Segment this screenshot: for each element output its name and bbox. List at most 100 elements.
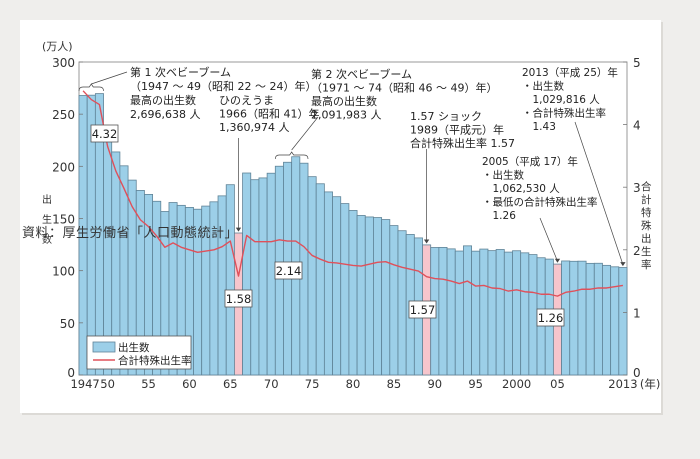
bar-1995 — [471, 250, 481, 376]
bar-1969 — [258, 177, 268, 376]
svg-text:2005（平成 17）年: 2005（平成 17）年 — [482, 155, 578, 168]
x-tick-label: 80 — [346, 377, 361, 391]
right-axis-title: 生 — [641, 245, 652, 258]
svg-text:・合計特殊出生率: ・合計特殊出生率 — [522, 107, 606, 120]
annotation-y2005: 2005（平成 17）年・出生数 1,062,530 人・最低の合計特殊出生率 … — [482, 155, 598, 222]
x-tick-label: 65 — [223, 377, 238, 391]
left-tick-label: 300 — [52, 56, 75, 70]
bar-2001 — [520, 252, 530, 376]
line-series-tfr — [82, 90, 624, 297]
x-tick-label: 60 — [182, 377, 197, 391]
bar-1993 — [454, 250, 464, 376]
value-label-1949: 4.32 — [90, 124, 119, 143]
svg-text:1.57: 1.57 — [410, 303, 436, 317]
x-tick-label: 1947 — [70, 377, 99, 391]
x-tick-label: 75 — [305, 377, 320, 391]
right-tick-label: 2 — [633, 244, 641, 258]
svg-text:2,696,638 人: 2,696,638 人 — [130, 108, 200, 121]
left-tick-label: 0 — [67, 366, 75, 380]
right-tick-label: 1 — [633, 306, 641, 320]
svg-text:1,360,974 人: 1,360,974 人 — [219, 121, 289, 134]
svg-text:最高の出生数: 最高の出生数 — [130, 93, 196, 107]
x-tick-label: 55 — [141, 377, 156, 391]
svg-text:・最低の合計特殊出生率: ・最低の合計特殊出生率 — [482, 196, 598, 209]
bar-2012 — [610, 266, 620, 376]
svg-text:2.14: 2.14 — [276, 264, 302, 278]
svg-text:2013（平成 25）年: 2013（平成 25）年 — [522, 66, 618, 79]
x-tick-label: 50 — [100, 377, 115, 391]
annotation-y2013: 2013（平成 25）年・出生数 1,029,816 人・合計特殊出生率 1.4… — [522, 66, 618, 133]
x-tick-label: 85 — [387, 377, 402, 391]
svg-text:（1947 ～ 49（昭和 22 ～ 24）年）: （1947 ～ 49（昭和 22 ～ 24）年） — [130, 79, 316, 93]
bar-1980 — [348, 210, 358, 376]
right-axis-title: 殊 — [641, 219, 652, 232]
right-axis-title: 率 — [641, 258, 652, 271]
svg-text:1989（平成元）年: 1989（平成元）年 — [410, 123, 504, 137]
bar-1985 — [389, 225, 399, 376]
x-axis-unit: (年) — [640, 377, 660, 391]
bar-1979 — [340, 203, 350, 376]
left-tick-label: 50 — [60, 317, 75, 331]
bar-2007 — [569, 260, 579, 376]
svg-text:第 2 次ベビーブーム: 第 2 次ベビーブーム — [311, 67, 412, 81]
bar-2011 — [602, 264, 612, 376]
left-axis-title: 生 — [42, 213, 52, 226]
bar-2000 — [512, 250, 522, 376]
left-axis: 0 50 100 150 200 250 300 (万人) 出生数 — [42, 40, 83, 380]
bar-2009 — [585, 262, 595, 376]
annotation-boom1: 第 1 次ベビーブーム（1947 ～ 49（昭和 22 ～ 24）年）最高の出生… — [130, 65, 316, 121]
value-label-1966: 1.58 — [224, 289, 253, 308]
legend-label-births: 出生数 — [118, 341, 150, 354]
svg-text:1.26: 1.26 — [538, 311, 564, 325]
bar-1978 — [332, 196, 342, 376]
svg-text:1.58: 1.58 — [226, 292, 252, 306]
bar-2013 — [618, 267, 628, 376]
right-axis-title: 出 — [641, 232, 652, 245]
svg-text:1,062,530 人: 1,062,530 人 — [482, 183, 560, 195]
svg-text:1.43: 1.43 — [522, 121, 556, 133]
left-axis-title: 数 — [42, 233, 52, 246]
bar-1968 — [250, 179, 260, 376]
bar-1996 — [479, 248, 489, 376]
left-tick-label: 150 — [52, 213, 75, 227]
right-tick-label: 4 — [633, 119, 641, 133]
annotation-leaders — [78, 71, 626, 267]
svg-text:1.26: 1.26 — [482, 210, 516, 222]
x-tick-label: 90 — [427, 377, 442, 391]
annotation-boom2: 第 2 次ベビーブーム（1971 ～ 74（昭和 46 ～ 49）年）最高の出生… — [311, 67, 497, 122]
x-tick-label: 95 — [468, 377, 483, 391]
right-tick-label: 0 — [633, 366, 641, 380]
svg-text:1.57 ショック: 1.57 ショック — [410, 110, 482, 123]
right-tick-label: 5 — [633, 56, 641, 70]
bar-1981 — [356, 215, 366, 376]
left-axis-title: 出 — [42, 193, 52, 206]
legend-swatch-bar — [92, 341, 116, 353]
bar-1986 — [397, 230, 407, 376]
svg-text:第 1 次ベビーブーム: 第 1 次ベビーブーム — [130, 65, 231, 79]
bar-2008 — [577, 260, 587, 376]
svg-text:2,091,983 人: 2,091,983 人 — [311, 109, 381, 122]
left-tick-label: 250 — [52, 108, 75, 122]
bar-1970 — [266, 172, 276, 376]
svg-text:ひのえうま: ひのえうま — [219, 94, 274, 107]
svg-text:1966（昭和 41）年: 1966（昭和 41）年 — [219, 107, 320, 121]
x-tick-label: 70 — [264, 377, 279, 391]
bar-2010 — [593, 262, 603, 376]
bar-1999 — [503, 251, 513, 376]
bar-1965 — [225, 184, 235, 376]
bar-1975 — [307, 176, 317, 376]
svg-text:・出生数: ・出生数 — [522, 80, 564, 93]
x-tick-label: 05 — [550, 377, 565, 391]
bar-1997 — [487, 250, 497, 376]
bar-1984 — [381, 219, 391, 376]
value-label-2005: 1.26 — [536, 308, 565, 327]
right-axis-title: 特 — [641, 207, 652, 219]
svg-text:（1971 ～ 74（昭和 46 ～ 49）年）: （1971 ～ 74（昭和 46 ～ 49）年） — [311, 81, 497, 95]
bar-1982 — [364, 216, 374, 376]
source-note: 資料：厚生労働省「人口動態統計」 — [22, 226, 239, 241]
svg-text:・出生数: ・出生数 — [482, 169, 524, 182]
left-tick-label: 100 — [52, 265, 75, 279]
right-tick-label: 3 — [633, 181, 641, 195]
